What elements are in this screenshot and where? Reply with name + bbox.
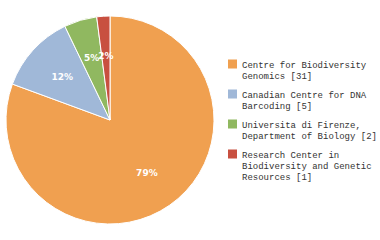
legend-label: Centre for BiodiversityGenomics [31]	[242, 61, 367, 82]
data-label: 79%	[136, 168, 158, 178]
legend-label-line: Centre for Biodiversity	[242, 61, 367, 71]
data-label: 2%	[98, 51, 113, 61]
data-labels: 79% 12% 5%2%	[51, 51, 157, 178]
legend-label-line: Universita di Firenze,	[242, 121, 361, 131]
legend-label: Universita di Firenze,Department of Biol…	[242, 121, 377, 142]
legend-label-line: Canadian Centre for DNA	[242, 91, 367, 101]
legend-item: Canadian Centre for DNABarcoding [5]	[228, 90, 367, 112]
legend-label-line: Resources [1]	[242, 173, 312, 183]
legend-label-line: Genomics [31]	[242, 72, 312, 82]
legend-swatch	[228, 150, 237, 159]
pie	[6, 16, 214, 224]
data-label: 12%	[51, 72, 73, 82]
legend-label-line: Biodiversity and Genetic	[242, 162, 372, 172]
legend-label: Canadian Centre for DNABarcoding [5]	[242, 91, 367, 112]
legend-item: Research Center inBiodiversity and Genet…	[228, 150, 372, 183]
legend-swatch	[228, 60, 237, 69]
pie-slice	[97, 16, 110, 120]
chart: 79% 12% 5%2% Centre for BiodiversityGenomic…	[0, 0, 380, 240]
legend-swatch	[228, 90, 237, 99]
pie-slice	[6, 16, 214, 224]
legend-label: Research Center inBiodiversity and Genet…	[242, 151, 372, 183]
legend-label-line: Barcoding [5]	[242, 102, 312, 112]
legend: Centre for BiodiversityGenomics [31] Cana…	[228, 60, 377, 183]
legend-swatch	[228, 120, 237, 129]
legend-label-line: Department of Biology [2]	[242, 132, 377, 142]
legend-label-line: Research Center in	[242, 151, 339, 161]
pie-slice	[65, 17, 110, 120]
legend-item: Universita di Firenze,Department of Biol…	[228, 120, 377, 142]
legend-item: Centre for BiodiversityGenomics [31]	[228, 60, 367, 82]
data-label: 5%	[84, 53, 99, 63]
